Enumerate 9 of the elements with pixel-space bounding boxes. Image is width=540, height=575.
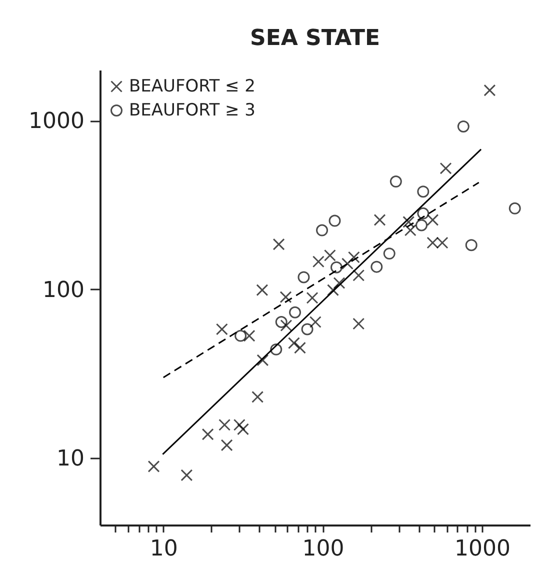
chart-title: SEA STATE xyxy=(250,26,380,51)
x-tick-label: 1000 xyxy=(454,536,511,562)
legend-label: BEAUFORT ≥ 3 xyxy=(129,100,256,120)
y-tick-label: 100 xyxy=(42,278,84,303)
legend-label: BEAUFORT ≤ 2 xyxy=(129,76,256,96)
x-tick-label: 10 xyxy=(150,536,178,562)
x-tick-label: 100 xyxy=(302,536,344,562)
y-tick-label: 10 xyxy=(56,446,84,472)
y-tick-label: 1000 xyxy=(28,109,84,134)
